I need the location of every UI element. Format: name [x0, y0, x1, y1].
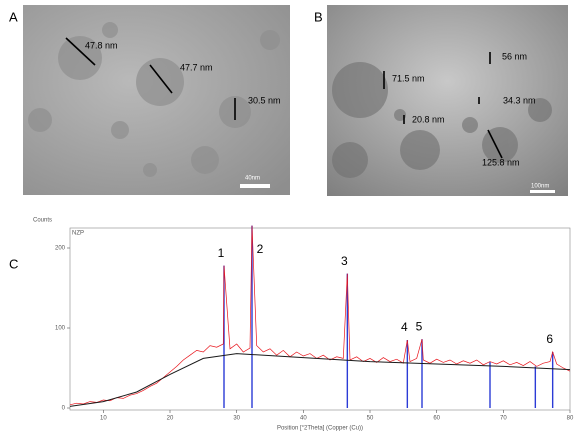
peak-label: 3 [341, 254, 348, 268]
x-tick-label: 30 [233, 416, 240, 422]
observed-pattern [69, 225, 571, 406]
x-tick-label: 50 [367, 416, 374, 422]
measure-bar [65, 37, 96, 66]
measurement: 20.8 nm [412, 114, 445, 124]
peak-label: 2 [257, 242, 264, 256]
scale-bar [240, 184, 270, 188]
measurement: 47.7 nm [180, 62, 213, 72]
peak-label: 6 [546, 332, 553, 346]
panel-label: C [9, 256, 18, 271]
measure-bar [149, 64, 173, 94]
x-tick-label: 70 [500, 416, 507, 422]
measure-bar [487, 129, 503, 159]
measurement: 47.8 nm [85, 40, 118, 50]
x-tick-label: 80 [567, 416, 574, 422]
scale-label: 100nm [531, 184, 549, 190]
y-tick-label: 100 [55, 326, 66, 332]
x-tick-label: 40 [300, 416, 307, 422]
measurement: 71.5 nm [392, 73, 425, 83]
scale-bar [530, 190, 555, 193]
x-tick-label: 20 [167, 416, 174, 422]
panel-a: A 47.8 nm 47.7 nm 30.5 nm 40nm [9, 5, 290, 195]
x-axis-label: Position [°2Theta] (Copper (Cu)) [277, 426, 363, 432]
y-tick-label: 0 [62, 406, 66, 412]
y-axis-label: Counts [33, 218, 52, 224]
peak-label: 1 [218, 246, 225, 260]
particles [28, 22, 280, 177]
background-curve [69, 353, 571, 407]
series-label: NZP [72, 231, 84, 237]
y-tick-label: 200 [55, 246, 66, 252]
xrd-chart: C Counts NZP Position [°2Theta] (Copper … [9, 218, 574, 432]
panel-label: A [9, 9, 18, 24]
panel-label: B [314, 9, 323, 24]
x-tick-label: 60 [433, 416, 440, 422]
measurement: 125.8 nm [482, 157, 520, 167]
x-tick-label: 10 [100, 416, 107, 422]
plot-frame [69, 227, 571, 411]
measurement: 56 nm [502, 51, 527, 61]
peak-label: 5 [416, 319, 423, 333]
peak-label: 4 [401, 320, 408, 334]
panel-b: B 56 nm 71.5 nm 34.3 nm 20.8 nm 125.8 nm… [314, 5, 568, 196]
measurement: 34.3 nm [503, 95, 536, 105]
measurement: 30.5 nm [248, 95, 281, 105]
scale-label: 40nm [245, 176, 260, 182]
